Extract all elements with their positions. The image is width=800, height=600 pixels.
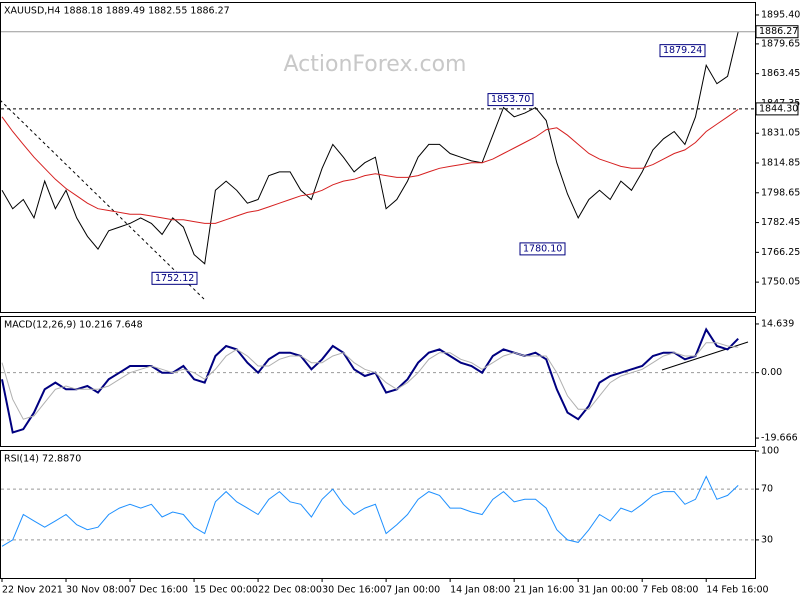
x-tick-label: 22 Nov 2021 <box>2 585 63 596</box>
y-tick-label: 1863.45 <box>761 68 800 79</box>
series-line <box>1 342 739 420</box>
price-label: 1886.27 <box>759 26 798 37</box>
series-line <box>1 108 739 224</box>
x-tick-label: 15 Dec 00:00 <box>194 585 258 596</box>
y-tick-label: 1879.65 <box>761 38 800 49</box>
x-tick-label: 14 Jan 08:00 <box>450 585 510 596</box>
y-tick-label: 14.639 <box>761 318 794 329</box>
x-tick-label: 14 Feb 16:00 <box>706 585 768 596</box>
annotation: 1853.70 <box>491 94 530 105</box>
x-tick-label: 7 Feb 08:00 <box>642 585 698 596</box>
annotation-box <box>659 44 706 58</box>
rsi-frame <box>0 450 756 579</box>
x-tick-label: 22 Dec 08:00 <box>258 585 322 596</box>
x-tick-label: 30 Nov 08:00 <box>66 585 130 596</box>
y-tick-label: 1750.05 <box>761 277 800 288</box>
y-tick-label: 1766.25 <box>761 247 800 258</box>
annotation-box <box>519 242 566 256</box>
y-tick-label: 100 <box>761 446 779 457</box>
watermark: ActionForex.com <box>284 52 467 77</box>
macd-frame <box>0 316 756 447</box>
panel-title: XAUUSD,H4 1888.18 1889.49 1882.55 1886.2… <box>4 6 230 17</box>
y-tick-label: 1814.85 <box>761 158 800 169</box>
series-line <box>1 475 739 547</box>
price-label-box <box>755 102 799 116</box>
x-tick-label: 21 Jan 16:00 <box>514 585 574 596</box>
x-tick-label: 30 Dec 16:00 <box>322 585 386 596</box>
series-line <box>1 31 739 265</box>
annotation-box <box>487 93 534 107</box>
x-tick-label: 7 Jan 00:00 <box>386 585 440 596</box>
price-label-box <box>755 25 799 39</box>
y-tick-label: 1831.05 <box>761 128 800 139</box>
x-tick-label: 7 Dec 16:00 <box>130 585 188 596</box>
price-label: 1844.30 <box>759 103 798 114</box>
annotation: 1879.24 <box>663 45 702 56</box>
x-tick-label: 31 Jan 00:00 <box>578 585 638 596</box>
series-line <box>1 327 739 434</box>
annotation: 1752.12 <box>155 273 194 284</box>
y-tick-label: 30 <box>761 534 773 545</box>
y-tick-label: 1798.65 <box>761 187 800 198</box>
price-frame <box>0 2 756 313</box>
y-tick-label: 70 <box>761 484 773 495</box>
panel-title: MACD(12,26,9) 10.216 7.648 <box>4 320 143 331</box>
y-tick-label: 1895.40 <box>761 9 800 20</box>
annotation: 1780.10 <box>523 243 562 254</box>
y-tick-label: -19.666 <box>761 433 798 444</box>
annotation-box <box>151 271 198 285</box>
y-tick-label: 1782.45 <box>761 217 800 228</box>
y-tick-label: 0.00 <box>761 367 782 378</box>
panel-title: RSI(14) 72.8870 <box>4 454 81 465</box>
